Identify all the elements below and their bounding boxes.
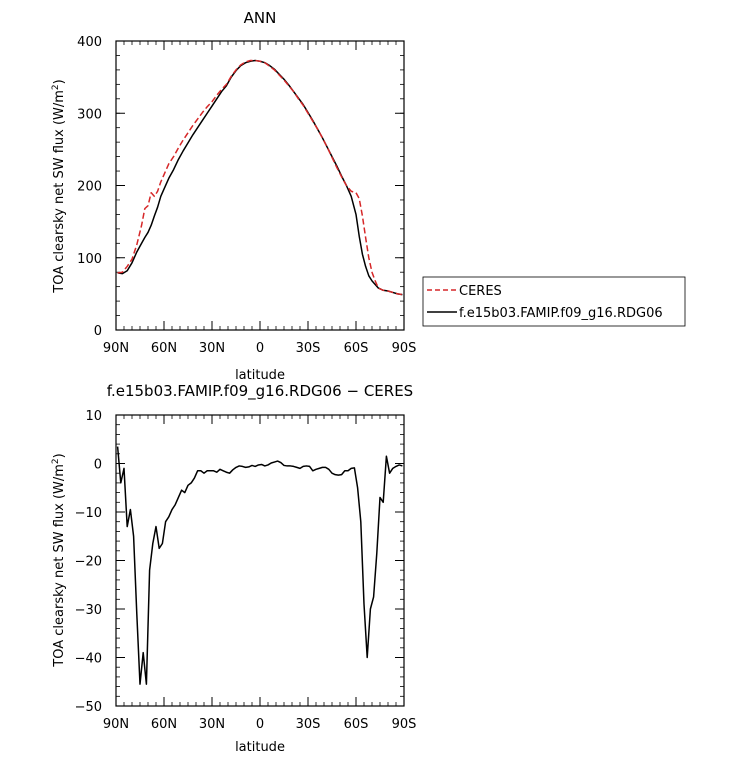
bottom-chart-title: f.e15b03.FAMIP.f09_g16.RDG06 − CERES <box>107 382 413 401</box>
bottom-y-axis-label-close: ) <box>52 453 67 458</box>
y-tick-label: 300 <box>77 107 102 122</box>
legend: CERES f.e15b03.FAMIP.f09_g16.RDG06 <box>422 276 686 327</box>
x-tick-label: 30N <box>199 717 225 732</box>
bottom-y-tick-labels: 10 0 −10 −20 −30 −40 −50 <box>75 409 102 715</box>
x-tick-label: 30S <box>296 717 321 732</box>
y-tick-label: 0 <box>94 458 102 473</box>
x-tick-label: 30N <box>199 341 225 356</box>
top-panel: ANN 0 100 200 300 400 90N 60N 30N 0 30S 60S 90S la… <box>51 9 416 383</box>
y-tick-label: −30 <box>75 603 102 618</box>
bottom-plot-frame <box>115 414 405 707</box>
x-tick-label: 90S <box>392 717 417 732</box>
legend-box <box>422 276 686 327</box>
bottom-y-axis-label: TOA clearsky net SW flux (W/m2) <box>51 453 67 667</box>
top-plot-frame <box>115 40 405 331</box>
x-tick-label: 60S <box>344 717 369 732</box>
bottom-series-group <box>116 446 403 685</box>
y-tick-label: 100 <box>77 252 102 267</box>
y-tick-label: −40 <box>75 652 102 667</box>
top-y-axis-label-sup: 2 <box>51 84 61 90</box>
top-x-tick-labels: 90N 60N 30N 0 30S 60S 90S <box>103 341 417 356</box>
top-y-tick-labels: 0 100 200 300 400 <box>77 35 102 339</box>
y-tick-label: 200 <box>77 180 102 195</box>
top-series-line-0 <box>117 59 403 296</box>
bottom-series-line-0 <box>116 446 403 685</box>
bottom-y-axis-label-main: TOA clearsky net SW flux (W/m <box>52 464 67 668</box>
y-tick-label: −50 <box>75 700 102 715</box>
legend-label-ceres: CERES <box>459 284 502 299</box>
bottom-ticks <box>115 414 405 707</box>
x-tick-label: 90S <box>392 341 417 356</box>
x-tick-label: 60N <box>151 341 177 356</box>
x-tick-label: 90N <box>103 717 129 732</box>
bottom-x-axis-label: latitude <box>235 740 285 755</box>
top-series-group <box>117 59 403 296</box>
top-y-axis-label: TOA clearsky net SW flux (W/m2) <box>51 79 67 293</box>
y-tick-label: −20 <box>75 555 102 570</box>
bottom-y-axis-label-sup: 2 <box>51 458 61 464</box>
x-tick-label: 60N <box>151 717 177 732</box>
x-tick-label: 30S <box>296 341 321 356</box>
bottom-x-tick-labels: 90N 60N 30N 0 30S 60S 90S <box>103 717 417 732</box>
x-tick-label: 0 <box>256 717 264 732</box>
y-tick-label: 0 <box>94 324 102 339</box>
y-tick-label: 400 <box>77 35 102 50</box>
y-tick-label: −10 <box>75 506 102 521</box>
top-chart-title: ANN <box>244 9 277 27</box>
top-series-line-1 <box>117 59 403 296</box>
y-tick-label: 10 <box>85 409 102 424</box>
legend-label-model: f.e15b03.FAMIP.f09_g16.RDG06 <box>459 306 663 321</box>
top-x-axis-label: latitude <box>235 368 285 383</box>
x-tick-label: 90N <box>103 341 129 356</box>
top-y-axis-label-close: ) <box>52 79 67 84</box>
top-ticks <box>115 40 405 331</box>
top-y-axis-label-main: TOA clearsky net SW flux (W/m <box>52 90 67 294</box>
x-tick-label: 60S <box>344 341 369 356</box>
bottom-panel: f.e15b03.FAMIP.f09_g16.RDG06 − CERES 10 0… <box>51 382 416 755</box>
x-tick-label: 0 <box>256 341 264 356</box>
